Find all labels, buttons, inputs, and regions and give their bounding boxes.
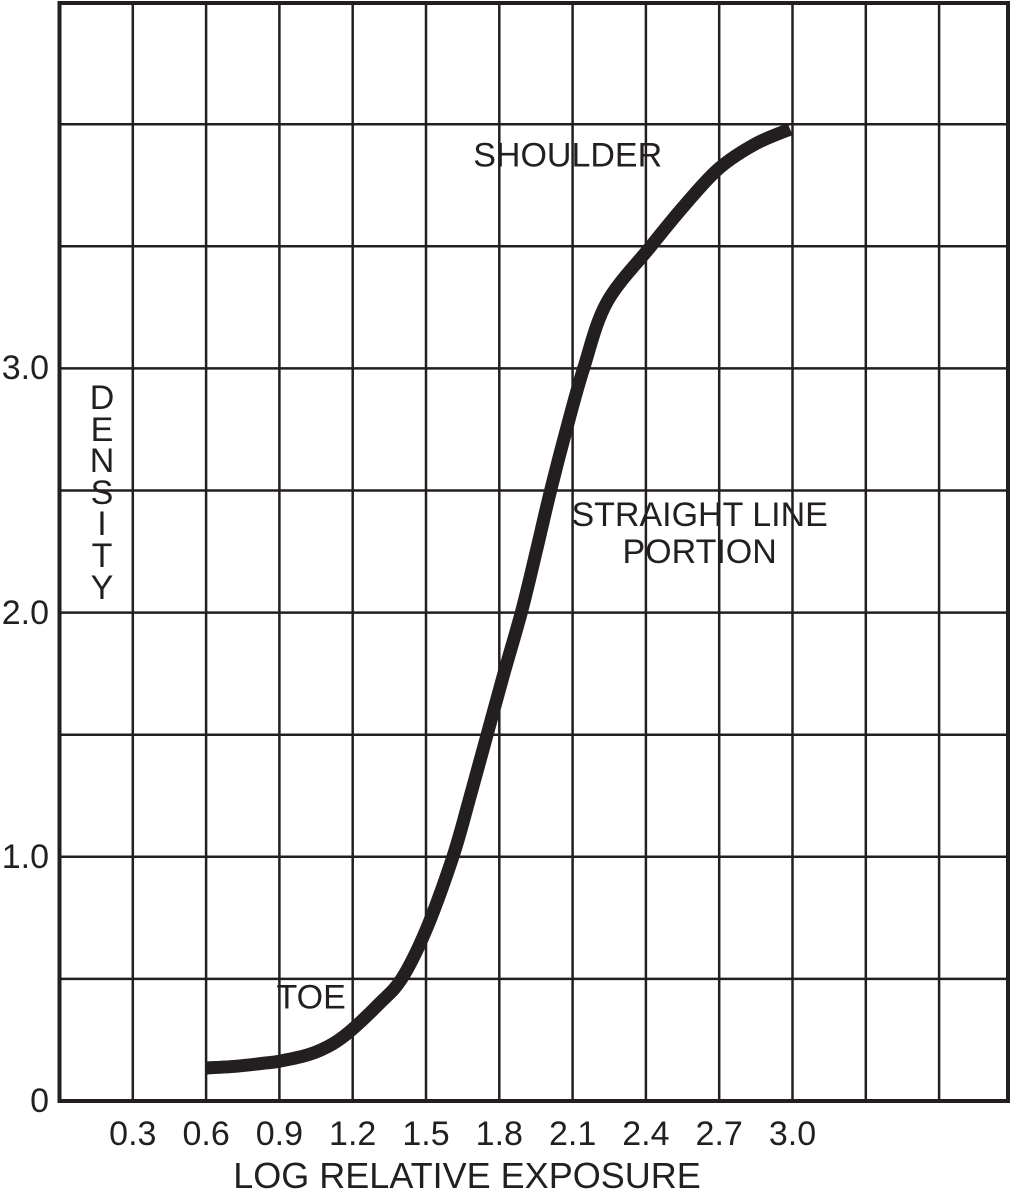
y-axis-title-letter: D — [89, 379, 115, 417]
y-axis-title-letter: S — [90, 473, 114, 512]
plot-border — [57, 1, 1010, 1103]
y-tick-label: 3.0 — [1, 349, 49, 388]
y-axis-title-letter: T — [91, 536, 113, 575]
x-tick-label: 1.8 — [475, 1115, 523, 1153]
x-tick-label: 1.2 — [329, 1115, 377, 1153]
annotation-shoulder: SHOULDER — [473, 136, 663, 175]
y-axis-title-letter: E — [90, 410, 114, 449]
annotation-straight-line-portion-line1: STRAIGHT LINE — [571, 496, 828, 535]
x-tick-label: 0.6 — [182, 1115, 230, 1153]
y-tick-label: 1.0 — [1, 837, 49, 876]
characteristic-curve — [205, 123, 793, 1075]
x-tick-label: 0.3 — [109, 1115, 157, 1153]
x-tick-label: 2.1 — [548, 1115, 597, 1153]
x-tick-label: 0.9 — [255, 1115, 304, 1153]
annotation-toe: TOE — [276, 978, 346, 1017]
y-tick-label: 0 — [30, 1082, 49, 1120]
annotation-straight-line-portion-line2: PORTION — [622, 533, 777, 572]
x-tick-label: 2.4 — [622, 1115, 670, 1153]
x-tick-label: 2.7 — [695, 1115, 743, 1153]
x-axis-title: LOG RELATIVE EXPOSURE — [233, 1155, 701, 1195]
x-tick-label: 3.0 — [768, 1115, 817, 1153]
y-tick-label: 2.0 — [1, 593, 49, 632]
annotation-straight-line-portion: STRAIGHT LINE PORTION — [571, 497, 827, 571]
y-axis-title-letter: N — [89, 442, 115, 481]
y-axis-title-letter: I — [97, 505, 107, 544]
y-axis-title-letter: Y — [90, 568, 114, 607]
x-tick-label: 1.5 — [402, 1115, 450, 1153]
